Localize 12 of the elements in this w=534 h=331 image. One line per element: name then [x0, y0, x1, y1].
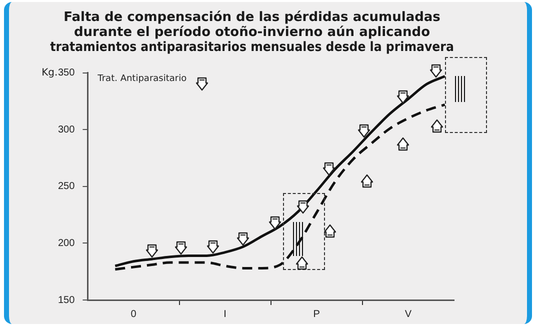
y-tick-label: 250 — [58, 181, 76, 192]
y-tick-label: 200 — [58, 238, 76, 249]
chart-title: Falta de compensación de las pérdidas acumuladas durante el período otoño-invierno aún aplicando tratamientos antiparasitarios mensuales desde la primavera — [50, 10, 454, 54]
y-tick-label: 350 — [58, 68, 76, 79]
x-tick-label: 0 — [130, 308, 137, 320]
y-tick-label: 300 — [58, 124, 76, 136]
y-axis-title: Kg. — [42, 67, 58, 78]
annotation: Trat. Antiparasitario — [96, 74, 188, 84]
y-tick-label: 150 — [58, 294, 76, 306]
x-tick-label: I — [224, 308, 226, 320]
x-tick-label: P — [313, 308, 320, 320]
x-tick-label: V — [404, 308, 412, 320]
